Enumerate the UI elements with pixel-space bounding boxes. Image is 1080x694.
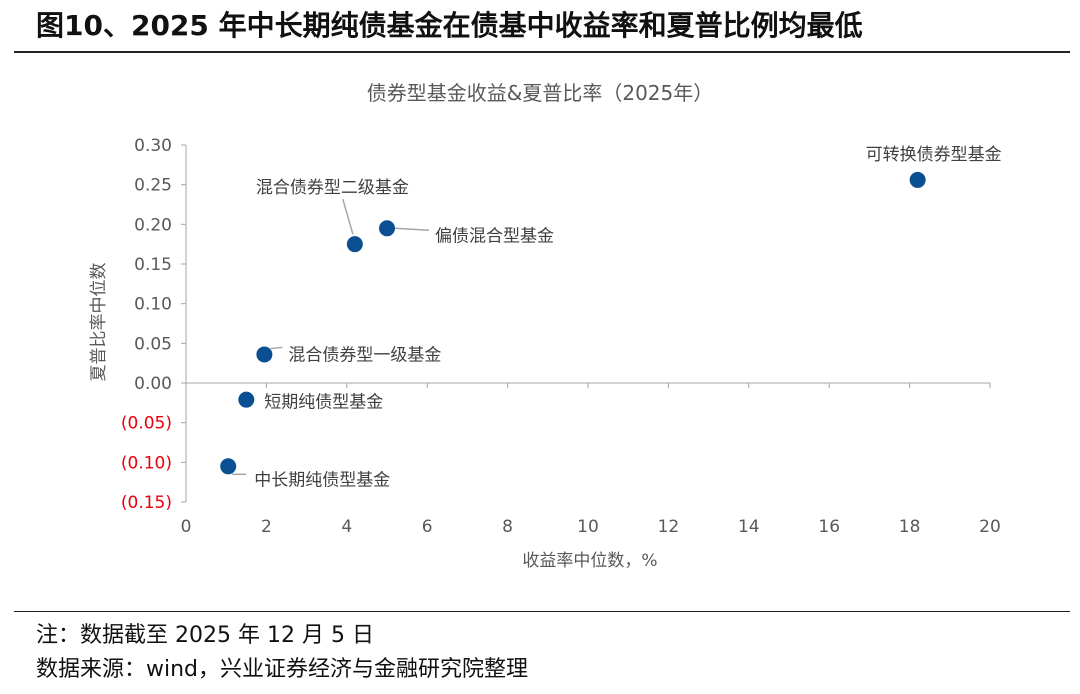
x-axis-title: 收益率中位数，%: [522, 551, 657, 571]
y-tick-label: (0.05): [121, 414, 172, 434]
data-point: [256, 346, 273, 363]
data-label: 混合债券型二级基金: [256, 178, 409, 198]
y-tick-label: (0.15): [121, 493, 172, 513]
x-tick-label: 14: [738, 517, 760, 537]
x-tick-label: 12: [658, 517, 680, 537]
data-label: 短期纯债型基金: [264, 393, 383, 413]
y-tick-label: (0.10): [121, 453, 172, 473]
chart-title: 债券型基金收益&夏普比率（2025年）: [367, 81, 714, 105]
y-tick-label: 0.20: [134, 215, 172, 235]
x-tick-label: 6: [422, 517, 433, 537]
data-point: [238, 391, 255, 408]
footer-rule: [14, 611, 1070, 612]
y-axis-title: 夏普比率中位数: [89, 263, 109, 382]
data-label: 偏债混合型基金: [435, 226, 554, 246]
data-point: [909, 171, 926, 188]
leader-line: [342, 198, 354, 235]
x-tick-label: 16: [818, 517, 840, 537]
y-tick-label: 0.00: [134, 374, 172, 394]
x-tick-label: 10: [577, 517, 599, 537]
data-label: 混合债券型一级基金: [288, 345, 441, 365]
title-rule: [14, 51, 1070, 53]
data-point: [346, 236, 363, 253]
x-tick-label: 4: [341, 517, 352, 537]
y-tick-label: 0.10: [134, 295, 172, 315]
y-tick-label: 0.15: [134, 255, 172, 275]
y-tick-label: 0.05: [134, 334, 172, 354]
data-note: 注：数据截至 2025 年 12 月 5 日: [36, 623, 374, 648]
figure-title: 图10、2025 年中长期纯债基金在债基中收益率和夏普比例均最低: [36, 9, 863, 42]
leader-line: [394, 227, 430, 232]
x-tick-label: 8: [502, 517, 513, 537]
data-label: 中长期纯债型基金: [254, 470, 390, 490]
x-tick-label: 0: [181, 517, 192, 537]
y-tick-label: 0.30: [134, 136, 172, 156]
leader-line: [270, 346, 283, 350]
data-source: 数据来源：wind，兴业证券经济与金融研究院整理: [36, 657, 529, 682]
data-point: [379, 220, 395, 237]
x-tick-label: 2: [261, 517, 272, 537]
x-tick-label: 20: [979, 517, 1001, 537]
x-tick-label: 18: [899, 517, 921, 537]
data-label: 可转换债券型基金: [866, 145, 1002, 165]
data-point: [220, 458, 237, 475]
y-tick-label: 0.25: [134, 176, 172, 196]
